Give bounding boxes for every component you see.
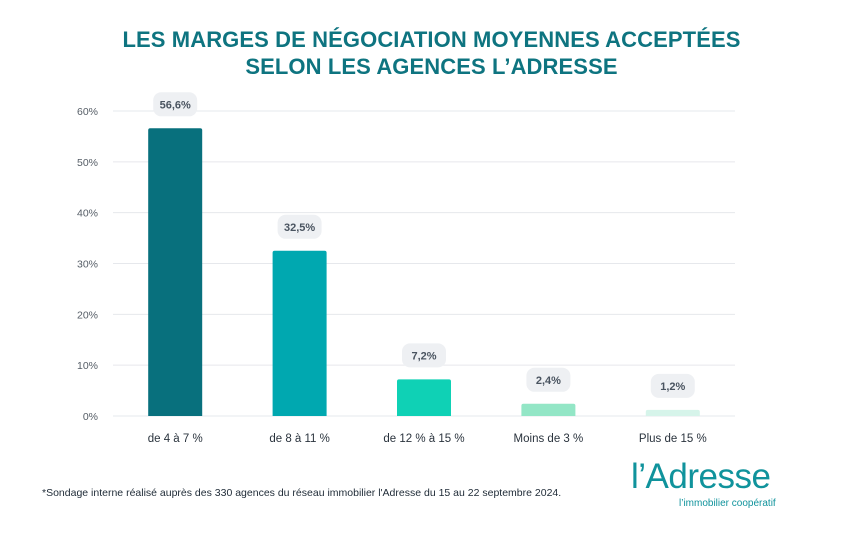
brand-name: l’Adresse <box>631 457 771 496</box>
data-label-pill <box>402 343 446 368</box>
data-label-pill <box>526 367 571 392</box>
x-tick-label: de 4 à 7 % <box>148 433 203 445</box>
y-tick-label: 20% <box>77 309 98 321</box>
y-tick-label: 10% <box>77 360 98 372</box>
y-tick-label: 50% <box>77 157 98 169</box>
data-label: 7,2% <box>411 350 436 362</box>
x-tick-label: de 12 % à 15 % <box>383 433 464 445</box>
bar <box>521 403 576 416</box>
bar <box>148 128 203 417</box>
y-tick-label: 40% <box>77 208 98 220</box>
y-tick-label: 0% <box>83 411 98 423</box>
survey-footnote: *Sondage interne réalisé auprès des 330 … <box>42 487 562 499</box>
chart-title-line-1: LES MARGES DE NÉGOCIATION MOYENNES ACCEP… <box>122 27 741 52</box>
y-tick-label: 30% <box>77 259 98 271</box>
data-label-pill <box>277 214 322 239</box>
data-label: 1,2% <box>660 381 685 393</box>
data-label: 56,6% <box>160 99 191 111</box>
bar <box>272 250 327 416</box>
brand-logo: l’Adresse l’immobilier coopératif <box>631 457 791 510</box>
y-tick-label: 60% <box>77 106 98 118</box>
chart-title: LES MARGES DE NÉGOCIATION MOYENNES ACCEP… <box>0 26 863 80</box>
data-label-pill <box>650 373 695 398</box>
chart-title-line-2: SELON LES AGENCES L’ADRESSE <box>245 54 618 79</box>
bar <box>645 409 700 416</box>
bar <box>397 379 451 416</box>
x-tick-label: Moins de 3 % <box>514 433 584 445</box>
data-label: 32,5% <box>284 222 315 234</box>
x-tick-label: Plus de 15 % <box>639 433 707 445</box>
data-label-pill <box>153 92 198 117</box>
data-label: 2,4% <box>536 375 561 387</box>
x-tick-label: de 8 à 11 % <box>269 433 330 445</box>
brand-tagline: l’immobilier coopératif <box>679 498 776 509</box>
